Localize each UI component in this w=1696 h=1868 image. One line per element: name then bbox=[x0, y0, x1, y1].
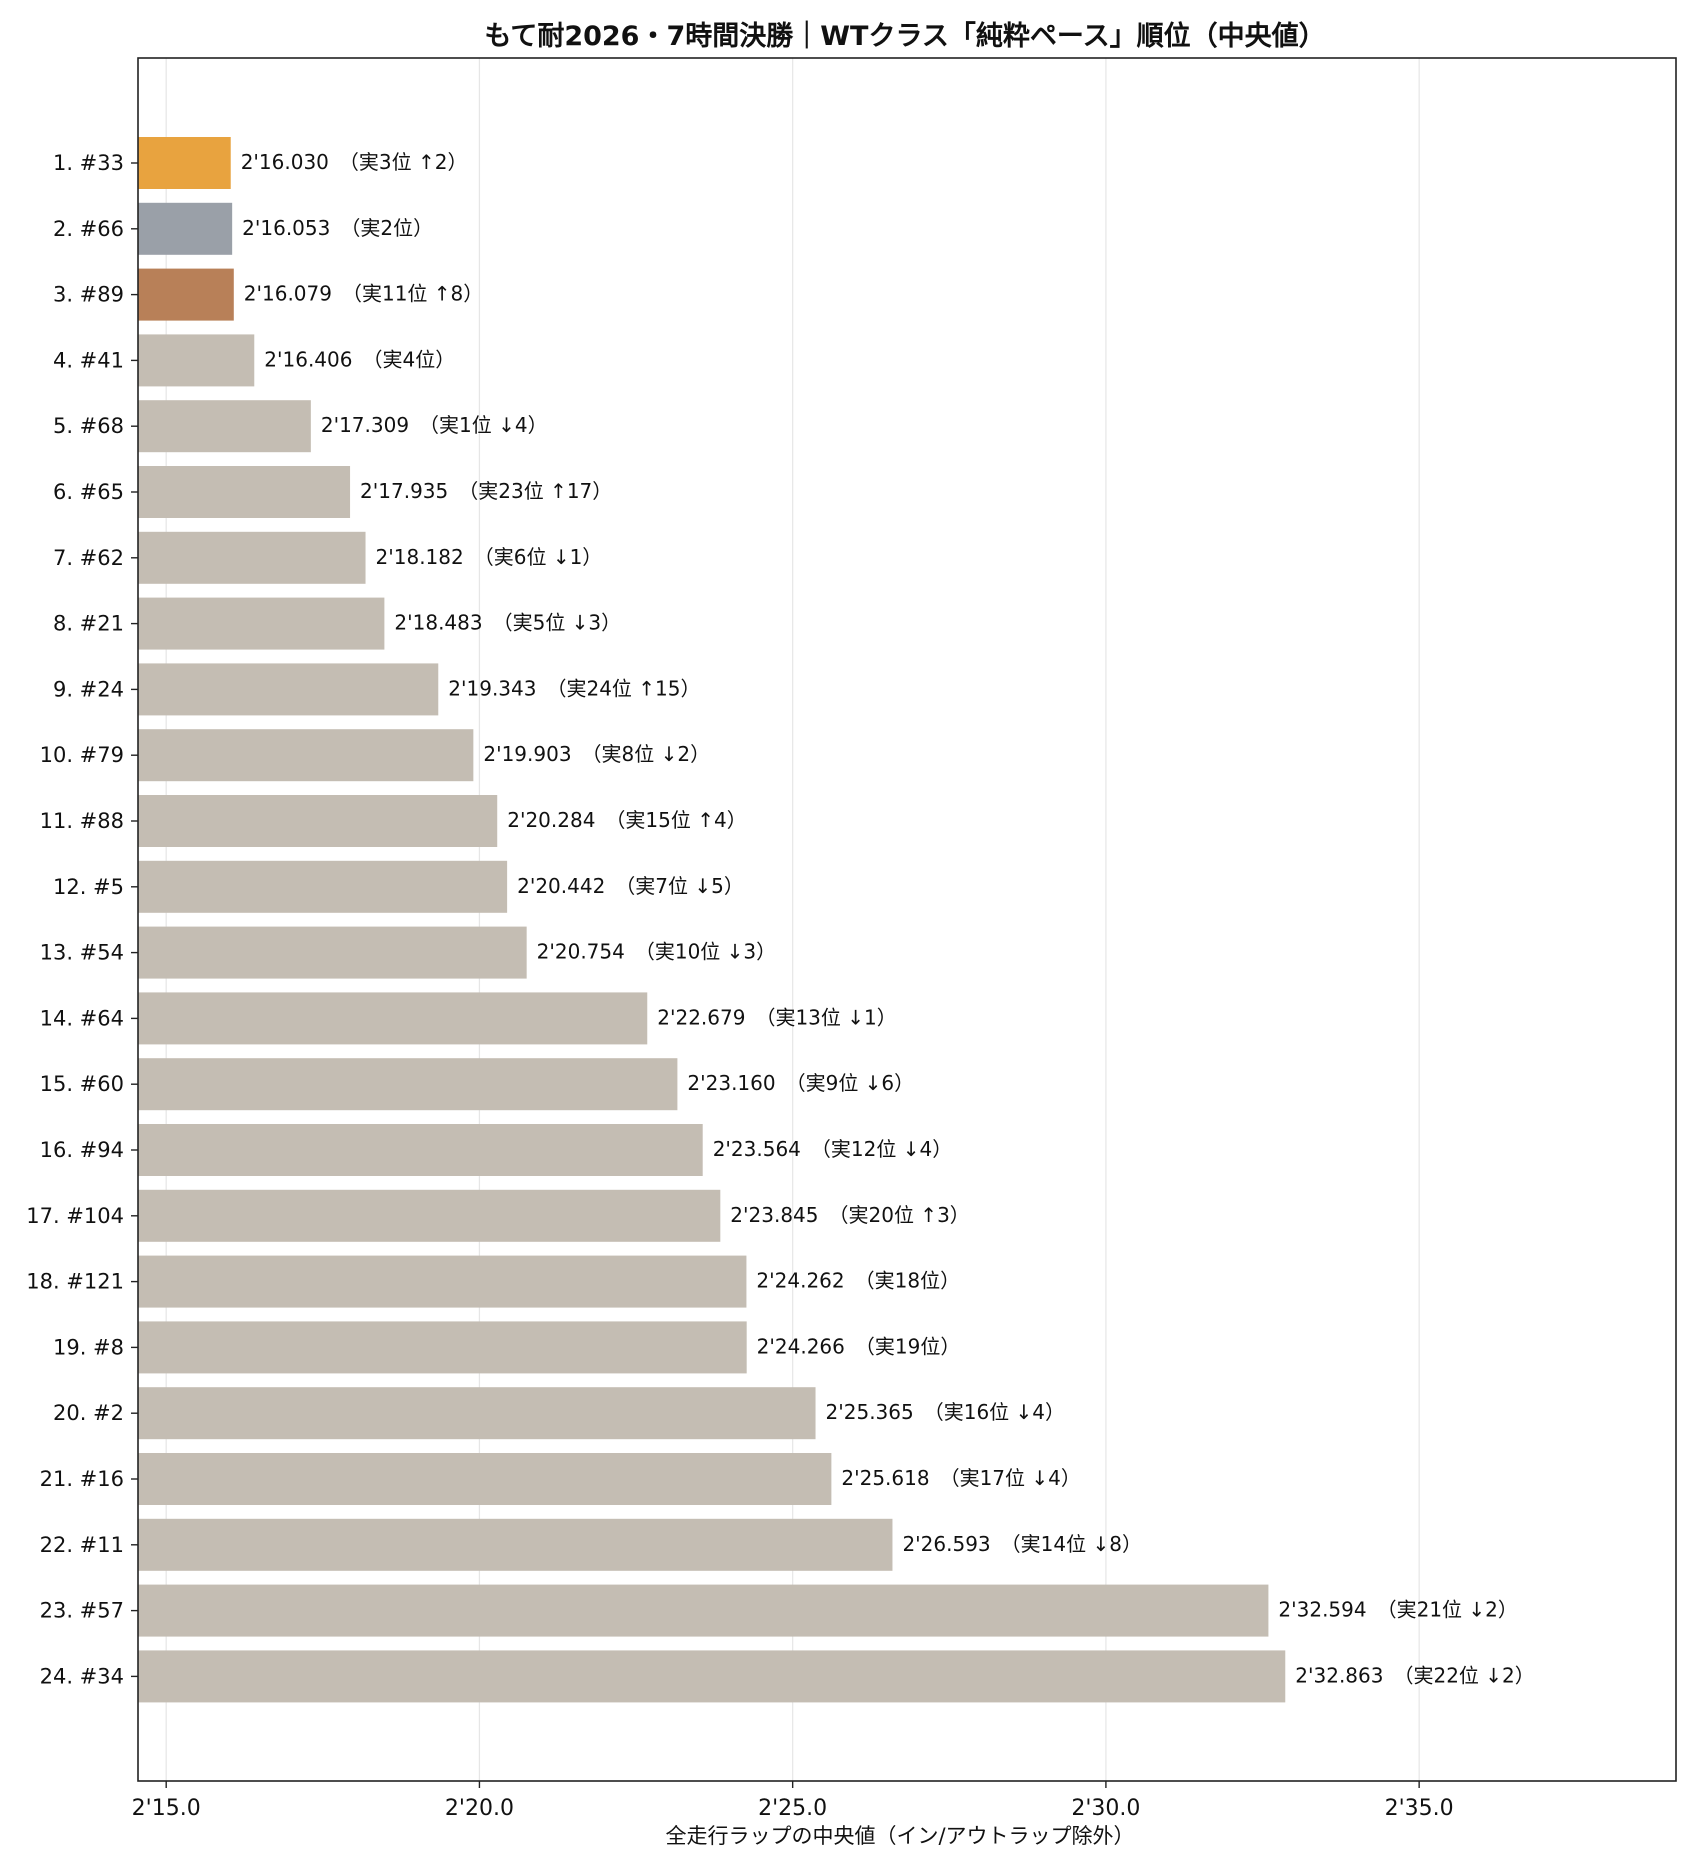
data-label: 2'16.030 （実3位 ↑2） bbox=[241, 150, 468, 174]
data-label: 2'24.266 （実19位） bbox=[757, 1334, 961, 1358]
y-tick-label: 18. #121 bbox=[26, 1270, 124, 1294]
data-label: 2'17.309 （実1位 ↓4） bbox=[321, 413, 548, 437]
y-tick-label: 7. #62 bbox=[53, 546, 124, 570]
y-tick-label: 9. #24 bbox=[53, 677, 124, 701]
data-label: 2'20.754 （実10位 ↓3） bbox=[537, 940, 777, 964]
chart-title: もて耐2026・7時間決勝｜WTクラス「純粋ペース」順位（中央値） bbox=[484, 20, 1325, 52]
bar bbox=[138, 795, 498, 847]
bar bbox=[138, 1584, 1269, 1637]
data-label: 2'26.593 （実14位 ↓8） bbox=[902, 1532, 1142, 1556]
bar bbox=[138, 729, 474, 782]
plot-frame bbox=[137, 57, 1677, 1782]
data-label: 2'20.284 （実15位 ↑4） bbox=[507, 808, 747, 832]
y-tick-label: 14. #64 bbox=[40, 1006, 124, 1030]
data-label: 2'18.182 （実6位 ↓1） bbox=[376, 545, 603, 569]
bar bbox=[138, 1453, 832, 1505]
data-label: 2'16.053 （実2位） bbox=[242, 216, 433, 240]
bar bbox=[138, 663, 439, 716]
x-tick-label: 2'25.0 bbox=[758, 1796, 827, 1821]
y-tick-label: 17. #104 bbox=[26, 1204, 124, 1228]
y-tick-label: 6. #65 bbox=[53, 480, 124, 504]
y-tick-label: 16. #94 bbox=[40, 1138, 124, 1162]
y-tick-label: 19. #8 bbox=[53, 1335, 124, 1359]
x-tick-label: 2'35.0 bbox=[1385, 1796, 1454, 1821]
y-tick-label: 13. #54 bbox=[40, 941, 124, 965]
x-tick-label: 2'30.0 bbox=[1071, 1796, 1140, 1821]
x-axis-label: 全走行ラップの中央値（イン/アウトラップ除外） bbox=[665, 1824, 1134, 1848]
data-label: 2'18.483 （実5位 ↓3） bbox=[394, 611, 621, 635]
data-label: 2'23.845 （実20位 ↑3） bbox=[730, 1203, 970, 1227]
y-tick-label: 20. #2 bbox=[53, 1401, 124, 1425]
data-label: 2'32.594 （実21位 ↓2） bbox=[1278, 1598, 1518, 1622]
data-label: 2'19.903 （実8位 ↓2） bbox=[483, 742, 710, 766]
y-tick-label: 11. #88 bbox=[40, 809, 124, 833]
data-label: 2'19.343 （実24位 ↑15） bbox=[448, 676, 700, 700]
bar bbox=[138, 1650, 1286, 1703]
data-label: 2'23.564 （実12位 ↓4） bbox=[713, 1137, 953, 1161]
x-ticks: 2'15.0 2'20.0 2'25.0 2'30.0 2'35.0 bbox=[132, 1781, 1454, 1821]
x-tick-label: 2'15.0 bbox=[132, 1796, 201, 1821]
bar bbox=[138, 1189, 721, 1242]
data-label: 2'32.863 （実22位 ↓2） bbox=[1295, 1663, 1535, 1687]
y-tick-label: 5. #68 bbox=[53, 414, 124, 438]
data-label: 2'25.365 （実16位 ↓4） bbox=[826, 1400, 1066, 1424]
x-tick-label: 2'20.0 bbox=[445, 1796, 514, 1821]
y-tick-label: 1. #33 bbox=[53, 151, 124, 175]
bar bbox=[138, 202, 233, 255]
bar bbox=[138, 400, 311, 453]
data-label: 2'16.406 （実4位） bbox=[264, 347, 455, 371]
y-tick-labels: 1. #33 2. #66 3. #89 4. #41 5. #68 6. #65 7. #… bbox=[26, 151, 138, 1688]
bar bbox=[138, 1321, 747, 1374]
bar bbox=[138, 597, 385, 650]
bar bbox=[138, 1058, 678, 1111]
bar bbox=[138, 268, 234, 321]
y-tick-label: 4. #41 bbox=[53, 348, 124, 372]
y-tick-label: 8. #21 bbox=[53, 612, 124, 636]
bar bbox=[138, 1255, 747, 1308]
data-label: 2'20.442 （実7位 ↓5） bbox=[517, 874, 744, 898]
y-tick-label: 15. #60 bbox=[40, 1072, 124, 1096]
bar bbox=[138, 531, 366, 584]
data-label: 2'24.262 （実18位） bbox=[756, 1269, 960, 1293]
data-label: 2'22.679 （実13位 ↓1） bbox=[657, 1005, 897, 1029]
data-labels: 2'16.030 （実3位 ↑2） 2'16.053 （実2位） 2'16.079 … bbox=[241, 150, 1535, 1687]
bars bbox=[138, 137, 1286, 1703]
bar bbox=[138, 466, 351, 518]
y-tick-label: 10. #79 bbox=[40, 743, 124, 767]
bar bbox=[138, 1387, 816, 1440]
data-label: 2'16.079 （実11位 ↑8） bbox=[244, 282, 484, 306]
y-tick-label: 12. #5 bbox=[53, 875, 124, 899]
bar bbox=[138, 860, 508, 913]
bar bbox=[138, 992, 648, 1045]
y-tick-label: 2. #66 bbox=[53, 217, 124, 241]
y-tick-label: 21. #16 bbox=[40, 1467, 124, 1491]
data-label: 2'25.618 （実17位 ↓4） bbox=[841, 1466, 1081, 1490]
bar bbox=[138, 926, 527, 979]
y-tick-label: 22. #11 bbox=[40, 1533, 124, 1557]
bar bbox=[138, 137, 231, 189]
bar bbox=[138, 1124, 703, 1176]
data-label: 2'17.935 （実23位 ↑17） bbox=[360, 479, 612, 503]
data-label: 2'23.160 （実9位 ↓6） bbox=[687, 1071, 914, 1095]
bar bbox=[138, 334, 255, 387]
y-tick-label: 24. #34 bbox=[40, 1664, 124, 1688]
y-tick-label: 23. #57 bbox=[40, 1599, 124, 1623]
bar bbox=[138, 1518, 893, 1571]
y-tick-label: 3. #89 bbox=[53, 283, 124, 307]
